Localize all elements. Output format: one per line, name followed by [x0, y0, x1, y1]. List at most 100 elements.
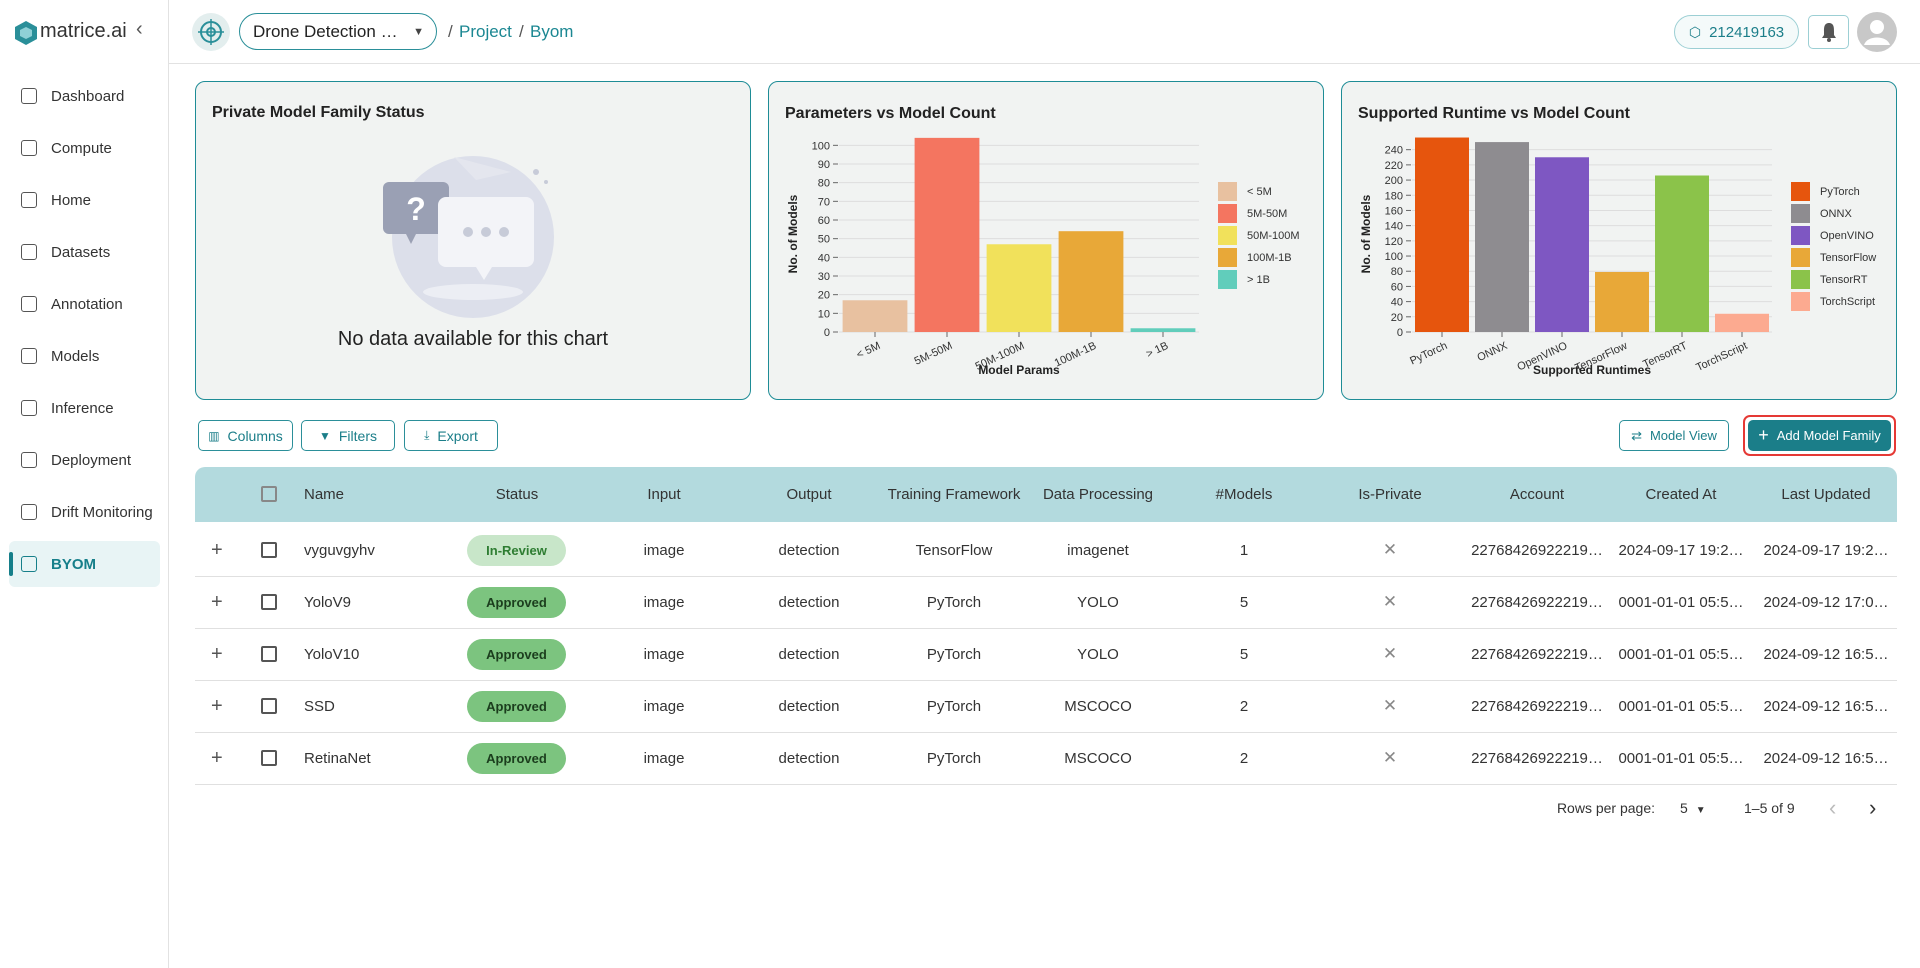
column-header[interactable]: Training Framework	[887, 486, 1021, 503]
collapse-button[interactable]: ‹	[136, 18, 143, 40]
project-name: Drone Detection …	[253, 21, 398, 41]
nav-icon	[21, 452, 37, 468]
y-tick-label: 60	[818, 215, 830, 227]
y-tick-label: 10	[818, 308, 830, 320]
nav-item[interactable]: Drift Monitoring	[9, 489, 160, 535]
expand-button[interactable]: +	[211, 746, 223, 769]
y-tick-label: 40	[1391, 297, 1403, 309]
cell-text: imagenet	[1067, 541, 1129, 559]
y-tick-label: 80	[818, 178, 830, 190]
model-view-button[interactable]: ⇄ Model View	[1619, 420, 1729, 451]
empty-illustration: ?	[383, 156, 554, 318]
status-badge: Approved	[467, 742, 566, 774]
cell-text: 2	[1239, 697, 1249, 715]
chart-card: Supported Runtime vs Model Count 0 20 40 60 8…	[1341, 81, 1897, 400]
expand-button[interactable]: +	[211, 590, 223, 613]
column-header[interactable]: Last Updated	[1781, 486, 1871, 503]
legend-swatch	[1218, 270, 1237, 289]
column-header[interactable]: Status	[495, 486, 539, 503]
nav-label: BYOM	[51, 555, 96, 573]
nav-label: Datasets	[51, 243, 111, 261]
credits[interactable]: ⬡ 212419163	[1674, 15, 1799, 49]
nav-label: Inference	[51, 399, 114, 417]
notifications[interactable]	[1808, 15, 1849, 49]
nav-item[interactable]: Deployment	[9, 437, 160, 483]
row-checkbox[interactable]	[261, 698, 277, 714]
cell-text: 0001-01-01 05:5…	[1618, 593, 1744, 611]
nav-item[interactable]: Datasets	[9, 229, 160, 275]
cell-text: YOLO	[1077, 593, 1119, 611]
cell-text: 2024-09-12 16:5…	[1763, 749, 1889, 767]
nav-item[interactable]: Home	[9, 177, 160, 223]
row-checkbox[interactable]	[261, 646, 277, 662]
bar	[1130, 328, 1196, 332]
legend-label: < 5M	[1247, 186, 1272, 198]
nav-icon	[21, 400, 37, 416]
nav-item[interactable]: Dashboard	[9, 73, 160, 119]
prev-page[interactable]: ‹	[1829, 795, 1837, 820]
breadcrumb-link[interactable]: Byom	[530, 22, 574, 41]
cell-text: detection	[778, 541, 840, 559]
next-page[interactable]: ›	[1869, 795, 1877, 820]
nav-item[interactable]: BYOM	[9, 541, 160, 587]
header-checkbox[interactable]	[261, 486, 277, 502]
column-header[interactable]: Is-Private	[1358, 486, 1422, 503]
column-header[interactable]: Input	[647, 486, 681, 503]
rows-per-page-select[interactable]: 5 ▼	[1680, 800, 1706, 816]
cell-text: image	[643, 697, 685, 715]
bar	[1415, 137, 1469, 332]
private-icon: ✕	[1382, 592, 1398, 611]
cell-text: RetinaNet	[304, 749, 371, 767]
y-tick-label: 160	[1385, 205, 1403, 217]
sidebar: matrice.ai ‹ Dashboard Compute Home Dataset…	[0, 0, 169, 968]
cell-text: detection	[778, 697, 840, 715]
add-model-family-button[interactable]: + Add Model Family	[1748, 420, 1891, 451]
button-label: Model View	[1649, 428, 1717, 443]
column-header[interactable]: Created At	[1645, 486, 1717, 503]
row-divider	[195, 576, 1897, 577]
button-label: Export	[437, 427, 478, 444]
column-header[interactable]: Account	[1509, 486, 1565, 503]
x-tick-label: ONNX	[1475, 340, 1509, 365]
x-axis-label: Model Params	[978, 363, 1060, 377]
expand-button[interactable]: +	[211, 538, 223, 561]
legend-swatch	[1791, 248, 1810, 267]
svg-text:?: ?	[406, 191, 426, 227]
columns-button[interactable]: ▥ Columns	[198, 420, 293, 451]
separator: /	[448, 22, 453, 41]
project-select[interactable]: Drone Detection … ▼	[239, 13, 437, 50]
cell-text: YoloV10	[304, 645, 360, 663]
chart: Parameters vs Model Count 0 10 20 30 40 50 60 70…	[785, 105, 1300, 377]
export-button[interactable]: ⤓ Export	[404, 420, 498, 451]
cell-text: 22768426922219…	[1471, 541, 1603, 559]
nav-item[interactable]: Annotation	[9, 281, 160, 327]
legend-label: TensorFlow	[1820, 252, 1876, 264]
row-checkbox[interactable]	[261, 542, 277, 558]
column-header[interactable]: Output	[786, 486, 832, 503]
y-tick-label: 30	[818, 271, 830, 283]
nav-icon	[21, 296, 37, 312]
filters-button[interactable]: ▼ Filters	[301, 420, 395, 451]
row-checkbox[interactable]	[261, 594, 277, 610]
cell-text: 2024-09-17 19:2…	[1763, 541, 1889, 559]
chart: Supported Runtime vs Model Count 0 20 40 60 8…	[1358, 105, 1876, 377]
column-header[interactable]: #Models	[1215, 486, 1273, 503]
bar	[1715, 313, 1769, 332]
avatar[interactable]	[1857, 12, 1897, 52]
y-tick-label: 20	[818, 290, 830, 302]
expand-button[interactable]: +	[211, 694, 223, 717]
nav-item[interactable]: Models	[9, 333, 160, 379]
breadcrumb-link[interactable]: Project	[459, 22, 512, 41]
nav-item[interactable]: Inference	[9, 385, 160, 431]
nav-icon	[21, 504, 37, 520]
column-header[interactable]: Name	[304, 486, 345, 503]
cell-text: 2024-09-17 19:2…	[1618, 541, 1744, 559]
button-label: Add Model Family	[1776, 428, 1881, 443]
cell-text: PyTorch	[926, 697, 982, 715]
nav-item[interactable]: Compute	[9, 125, 160, 171]
project-icon	[192, 13, 230, 51]
expand-button[interactable]: +	[211, 642, 223, 665]
cell-text: 0001-01-01 05:5…	[1618, 697, 1744, 715]
row-checkbox[interactable]	[261, 750, 277, 766]
column-header[interactable]: Data Processing	[1042, 486, 1154, 503]
